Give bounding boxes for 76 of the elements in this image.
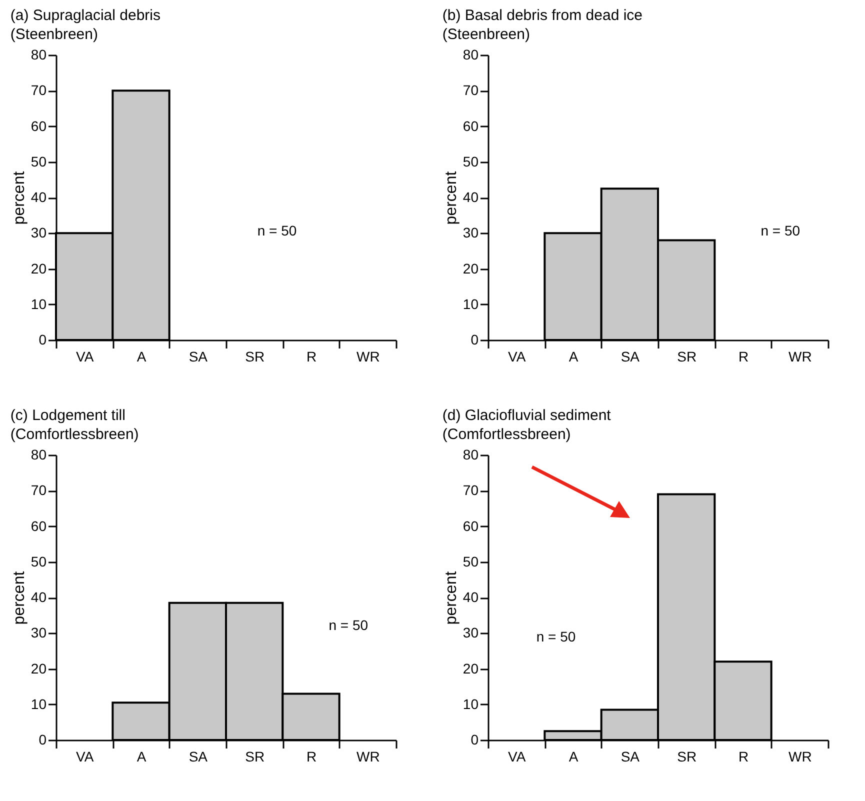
- y-tick-label: 30: [30, 224, 47, 241]
- x-tick-label: SR: [245, 348, 265, 364]
- y-tick-label: 10: [462, 296, 479, 312]
- chart-subtitle: (Comfortlessbreen): [10, 426, 139, 443]
- y-axis-title: percent: [10, 570, 28, 625]
- x-tick-label: R: [306, 748, 317, 764]
- y-tick-label: 50: [462, 153, 479, 170]
- x-tick-label: WR: [356, 748, 380, 764]
- y-axis-title: percent: [442, 570, 460, 625]
- x-tick-label: WR: [788, 348, 812, 364]
- chart-title: (a) Supraglacial debris: [10, 7, 161, 24]
- x-tick-label: VA: [76, 348, 94, 364]
- chart-subtitle: (Comfortlessbreen): [442, 426, 571, 443]
- y-tick-label: 40: [462, 189, 479, 205]
- y-tick-label: 80: [30, 446, 47, 462]
- x-tick-label: SR: [245, 748, 265, 764]
- annotation: n = 50: [257, 222, 297, 239]
- y-tick-label: 30: [462, 624, 479, 641]
- x-tick-label: SA: [620, 348, 640, 364]
- x-tick-label: A: [568, 348, 579, 364]
- y-tick-label: 40: [30, 589, 47, 605]
- chart-title: (b) Basal debris from dead ice: [442, 7, 643, 24]
- x-tick-label: SR: [677, 748, 697, 764]
- x-tick-label: VA: [508, 348, 526, 364]
- y-tick-label: 20: [462, 660, 479, 676]
- x-tick-label: R: [306, 348, 317, 364]
- y-tick-label: 10: [462, 696, 479, 712]
- annotation: n = 50: [760, 222, 800, 239]
- x-tick-label: SA: [188, 748, 208, 764]
- y-tick-label: 40: [30, 189, 47, 205]
- x-tick-label: A: [136, 748, 147, 764]
- y-tick-label: 60: [30, 118, 47, 134]
- y-tick-label: 80: [30, 46, 47, 62]
- y-tick-label: 0: [470, 332, 479, 348]
- x-tick-label: VA: [508, 748, 526, 764]
- y-axis-title: percent: [10, 170, 28, 225]
- x-tick-label: WR: [788, 748, 812, 764]
- x-tick-label: VA: [76, 748, 94, 764]
- y-tick-label: 50: [30, 153, 47, 170]
- y-tick-label: 0: [470, 732, 479, 748]
- y-tick-label: 50: [30, 553, 47, 570]
- chart-subtitle: (Steenbreen): [442, 26, 530, 43]
- x-tick-label: A: [136, 348, 147, 364]
- y-tick-label: 50: [462, 553, 479, 570]
- y-tick-label: 80: [462, 46, 479, 62]
- x-tick-label: R: [738, 748, 749, 764]
- y-tick-label: 40: [462, 589, 479, 605]
- x-tick-label: A: [568, 748, 579, 764]
- y-tick-label: 80: [462, 446, 479, 462]
- y-tick-label: 70: [462, 482, 479, 498]
- y-axis-title: percent: [442, 170, 460, 225]
- y-tick-label: 70: [462, 82, 479, 98]
- y-tick-label: 10: [30, 696, 47, 712]
- annotation: n = 50: [536, 628, 576, 644]
- y-tick-label: 0: [38, 732, 47, 748]
- annotation: n = 50: [328, 617, 368, 633]
- y-tick-label: 20: [30, 260, 47, 276]
- y-tick-label: 60: [30, 518, 47, 534]
- x-tick-label: SA: [188, 348, 208, 364]
- y-tick-label: 30: [462, 224, 479, 241]
- y-tick-label: 0: [38, 332, 47, 348]
- x-tick-label: SR: [677, 348, 697, 364]
- chart-title: (d) Glaciofluvial sediment: [442, 407, 612, 424]
- y-tick-label: 20: [462, 260, 479, 276]
- y-tick-label: 60: [462, 518, 479, 534]
- chart-subtitle: (Steenbreen): [10, 26, 98, 43]
- y-tick-label: 20: [30, 660, 47, 676]
- y-tick-label: 10: [30, 296, 47, 312]
- y-tick-label: 60: [462, 118, 479, 134]
- x-tick-label: R: [738, 348, 749, 364]
- chart-title: (c) Lodgement till: [10, 407, 126, 424]
- y-tick-label: 30: [30, 624, 47, 641]
- y-tick-label: 70: [30, 82, 47, 98]
- x-tick-label: WR: [356, 348, 380, 364]
- y-tick-label: 70: [30, 482, 47, 498]
- x-tick-label: SA: [620, 748, 640, 764]
